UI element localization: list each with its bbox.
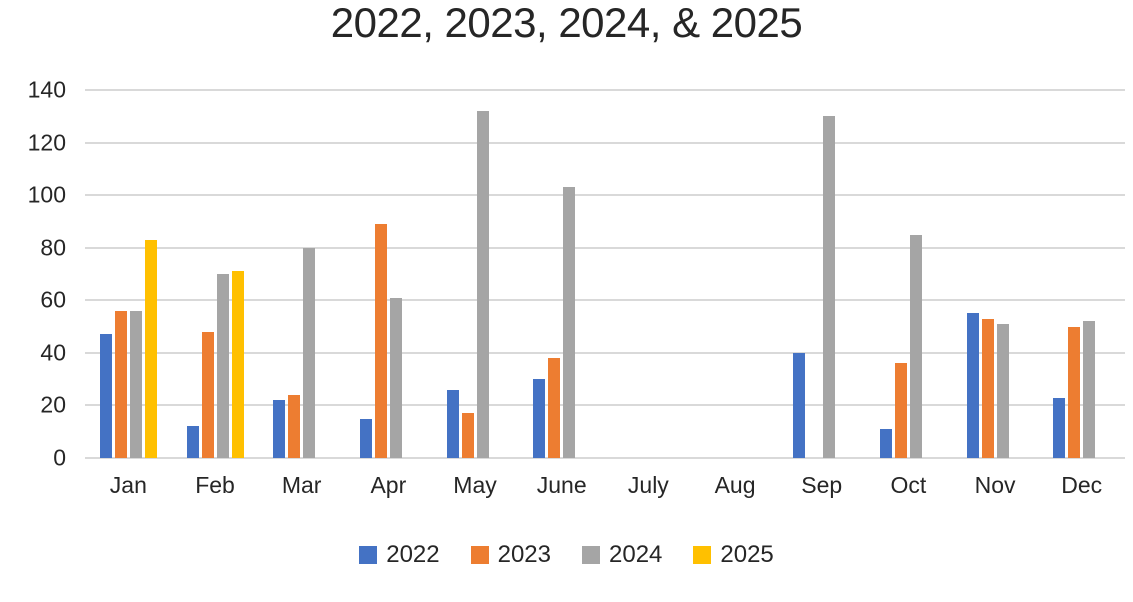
x-tick-label-mar: Mar: [281, 472, 322, 498]
bar-2024-nov: [996, 323, 1009, 458]
bar-2023-apr: [374, 224, 387, 458]
legend-swatch-2023: [470, 546, 489, 564]
x-tick-label-dec: Dec: [1061, 472, 1103, 498]
category-group-july: [605, 90, 692, 458]
legend: 2022 2023 2024 2025: [0, 541, 1133, 569]
bar-2022-oct: [879, 429, 892, 458]
bar-2022-nov: [966, 313, 979, 458]
x-tick-label-july: July: [627, 472, 669, 498]
y-tick-label-60: 60: [40, 286, 66, 313]
x-tick-label-aug: Aug: [714, 472, 756, 498]
x-tick-label-june: June: [536, 472, 587, 498]
bar-2022-may: [446, 389, 459, 458]
category-group-feb: [172, 90, 259, 458]
legend-label-2024: 2024: [609, 541, 663, 568]
gridline-0: [85, 457, 1125, 459]
bar-2022-dec: [1053, 397, 1066, 458]
category-group-may: [432, 90, 519, 458]
bar-2023-dec: [1068, 326, 1081, 458]
plot-area: 0 20 40 60 80 100 120 140: [28, 77, 1125, 471]
bar-2022-apr: [359, 418, 372, 458]
category-group-oct: [865, 90, 952, 458]
bar-2022-june: [533, 379, 546, 458]
x-tick-label-oct: Oct: [890, 472, 927, 498]
x-tick-label-apr: Apr: [370, 472, 407, 498]
category-group-aug: [692, 90, 779, 458]
bar-2023-nov: [981, 318, 994, 458]
gridline-100: [85, 194, 1125, 197]
bar-2024-may: [476, 111, 489, 458]
bar-2024-mar: [303, 247, 316, 458]
y-tick-label-0: 0: [53, 444, 66, 471]
bar-2022-mar: [273, 400, 286, 458]
bar-2022-feb: [186, 426, 199, 458]
category-group-nov: [952, 90, 1039, 458]
bar-2023-oct: [894, 363, 907, 458]
bar-2023-may: [461, 413, 474, 458]
y-tick-label-40: 40: [40, 339, 66, 366]
x-axis-labels: Jan Feb Mar Apr May June July Aug Sep Oct Nov Dec: [85, 472, 1125, 499]
x-tick-label-sep: Sep: [801, 472, 843, 498]
legend-item-2025: 2025: [693, 541, 774, 569]
chart-title: 2022, 2023, 2024, & 2025: [330, 0, 803, 46]
legend-swatch-2025: [693, 546, 712, 564]
legend-swatch-2022: [359, 546, 378, 564]
bar-2023-mar: [288, 394, 301, 458]
category-group-june: [518, 90, 605, 458]
bar-2023-june: [548, 358, 561, 458]
y-tick-label-80: 80: [40, 234, 66, 261]
legend-label-2023: 2023: [497, 541, 551, 568]
category-group-mar: [258, 90, 345, 458]
category-group-dec: [1038, 90, 1125, 458]
gridline-40: [85, 351, 1125, 354]
y-tick-label-120: 120: [27, 129, 66, 156]
bar-2024-oct: [909, 234, 922, 458]
category-group-sep: [778, 90, 865, 458]
bar-2023-jan: [114, 310, 127, 458]
bar-2022-jan: [99, 334, 112, 458]
gridlines: [85, 89, 1125, 459]
gridline-120: [85, 141, 1125, 144]
bar-2024-june: [563, 187, 576, 458]
category-group-jan: [85, 90, 172, 458]
y-tick-label-20: 20: [40, 391, 66, 418]
y-tick-label-140: 140: [27, 76, 66, 103]
bar-2024-sep: [823, 116, 836, 458]
x-tick-label-may: May: [453, 472, 497, 498]
bar-2022-sep: [793, 352, 806, 458]
legend-item-2022: 2022: [359, 541, 440, 569]
bar-columns: [85, 90, 1125, 458]
bar-2024-jan: [129, 310, 142, 458]
gridline-140: [85, 89, 1125, 91]
legend-item-2023: 2023: [470, 541, 551, 569]
legend-label-2025: 2025: [720, 541, 774, 568]
x-tick-label-feb: Feb: [195, 472, 235, 498]
bar-2024-dec: [1083, 321, 1096, 458]
legend-label-2022: 2022: [386, 541, 440, 568]
x-tick-label-jan: Jan: [109, 472, 147, 498]
category-group-apr: [345, 90, 432, 458]
legend-swatch-2024: [582, 546, 600, 564]
bar-2025-jan: [144, 239, 157, 458]
x-tick-label-nov: Nov: [974, 472, 1016, 498]
gridline-80: [85, 246, 1125, 249]
bar-2025-feb: [231, 271, 244, 458]
bar-2024-feb: [216, 274, 229, 458]
bar-2023-feb: [201, 331, 214, 458]
legend-item-2024: 2024: [582, 541, 662, 569]
bar-2024-apr: [389, 297, 402, 458]
y-axis-labels: 0 20 40 60 80 100 120 140: [28, 77, 1125, 471]
y-tick-label-100: 100: [27, 181, 66, 208]
gridline-60: [85, 299, 1125, 302]
gridline-20: [85, 404, 1125, 407]
